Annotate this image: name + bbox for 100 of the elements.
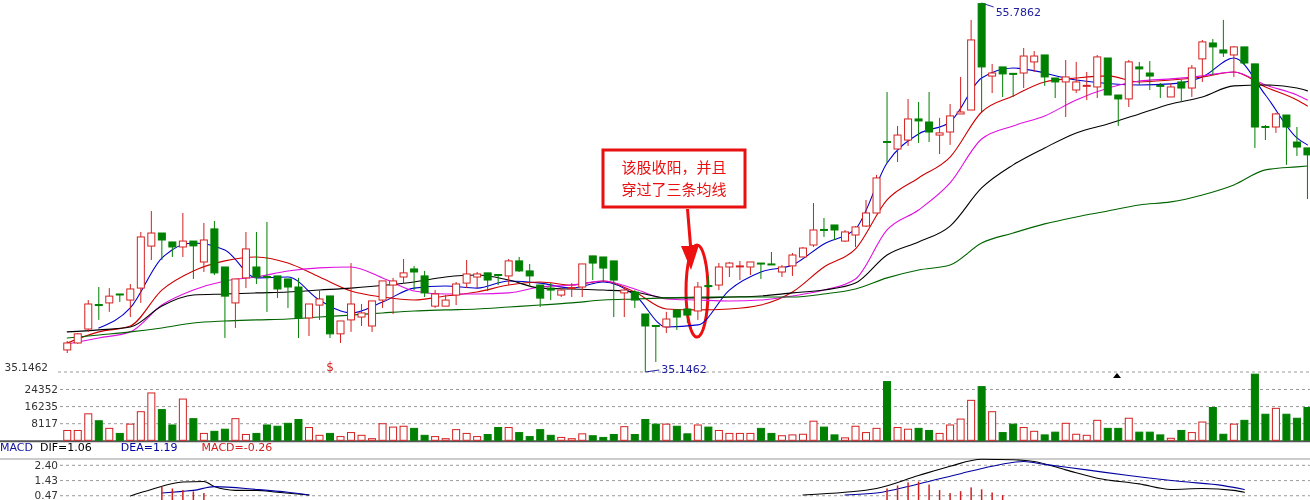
bar (1166, 437, 1175, 441)
bar (84, 413, 93, 441)
bar (326, 432, 335, 441)
bar (662, 423, 671, 441)
bar (273, 425, 282, 441)
bar (1082, 434, 1091, 441)
candlestick (1208, 38, 1217, 76)
bar (1187, 432, 1196, 441)
bar (819, 426, 828, 441)
candlestick (788, 252, 797, 277)
candlestick (410, 265, 419, 291)
text: MACD=-0.26 (201, 441, 273, 454)
bar (462, 432, 471, 441)
candlestick (199, 222, 208, 273)
bar (851, 425, 860, 441)
bar (609, 433, 618, 441)
chart-title: MACD (0, 441, 33, 454)
candlestick (883, 91, 892, 164)
text: 35.1462 (4, 361, 48, 373)
bar (946, 424, 955, 441)
bar (63, 429, 72, 441)
bar (883, 381, 892, 441)
bar (1292, 417, 1301, 441)
bar (105, 427, 114, 441)
bar (620, 426, 629, 441)
candlestick (525, 263, 534, 288)
candlestick (315, 289, 324, 321)
bar (452, 429, 461, 441)
bar (672, 425, 681, 441)
candlestick (283, 278, 292, 309)
bar (1072, 433, 1081, 441)
candlestick (1030, 50, 1039, 73)
candlestick (378, 280, 387, 309)
candlestick (94, 286, 103, 321)
candlestick (1219, 19, 1228, 58)
bar (862, 432, 871, 441)
candlestick (1135, 61, 1144, 86)
bar (578, 433, 587, 441)
bar (389, 426, 398, 441)
candlestick (1040, 54, 1049, 87)
bar (777, 435, 786, 441)
bar (998, 432, 1007, 441)
bar (893, 427, 902, 441)
bar (557, 436, 566, 441)
candlestick (1303, 147, 1310, 200)
annotation: $ (326, 360, 334, 374)
bar (94, 420, 103, 441)
bar (399, 425, 408, 441)
candlestick (851, 225, 860, 248)
bar (1103, 427, 1112, 441)
bar (1145, 431, 1154, 441)
bar (599, 436, 608, 441)
bar (241, 433, 250, 441)
bar (977, 386, 986, 441)
bar (357, 434, 366, 441)
bar (210, 430, 219, 441)
candlestick (399, 258, 408, 285)
bar (1229, 423, 1238, 441)
y-tick-label: 8117 (31, 417, 58, 430)
bar (199, 432, 208, 441)
candlestick (662, 311, 671, 334)
bar (294, 419, 303, 441)
bar (841, 437, 849, 441)
text: DEA=1.19 (120, 441, 178, 454)
bar (651, 423, 660, 441)
candlestick (347, 262, 356, 333)
y-tick-label: 2.40 (34, 458, 58, 471)
candlestick (262, 221, 271, 313)
candlestick (925, 91, 934, 143)
candlestick (914, 101, 923, 144)
bar (872, 427, 881, 441)
candlestick (1187, 64, 1196, 98)
candlestick (389, 277, 398, 315)
bar (315, 434, 324, 441)
bar (73, 429, 82, 441)
candlestick (578, 263, 587, 298)
candlestick (1145, 60, 1154, 91)
annotation: 35.1462 (661, 363, 707, 376)
bar (967, 399, 976, 441)
candlestick (504, 258, 513, 286)
bar (220, 428, 229, 441)
candlestick (1082, 71, 1091, 101)
bar (1114, 427, 1123, 441)
bar (588, 435, 597, 441)
bar (1030, 430, 1039, 441)
candlestick (819, 217, 828, 238)
bar (809, 420, 818, 441)
candlestick (105, 287, 114, 313)
candlestick (189, 240, 198, 280)
bar (1261, 413, 1270, 441)
candlestick (988, 63, 997, 94)
bar (746, 432, 755, 441)
bar (1061, 422, 1070, 441)
bar (168, 424, 177, 441)
candlestick (1114, 94, 1123, 127)
bar (157, 409, 166, 441)
candlestick (756, 262, 765, 280)
bar (231, 418, 240, 441)
candlestick (998, 66, 1007, 98)
bar (693, 424, 702, 441)
